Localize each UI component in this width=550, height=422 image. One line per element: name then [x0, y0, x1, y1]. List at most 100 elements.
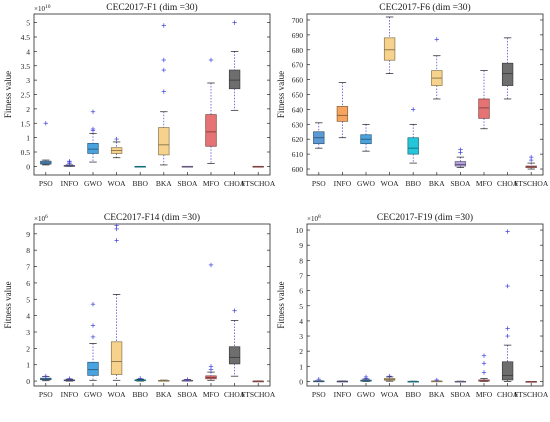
outlier-marker — [363, 374, 369, 380]
x-tick-label: SBOA — [450, 390, 471, 399]
y-tick-label: 8 — [26, 246, 30, 255]
y-tick-label: 3.5 — [21, 62, 31, 71]
box-pso — [40, 373, 52, 382]
x-tick-label: PSO — [312, 179, 326, 188]
y-tick-label: 2 — [299, 347, 303, 356]
chart-title: CEC2017-F6 (dim =30) — [379, 2, 470, 13]
y-tick-label: 7 — [299, 271, 303, 280]
y-tick-label: 2 — [26, 344, 30, 353]
box-woa — [383, 373, 396, 382]
y-tick-label: 680 — [292, 46, 304, 55]
y-tick-label: 5 — [26, 19, 30, 28]
x-tick-label: INFO — [61, 390, 79, 399]
axis-exponent-power: 6 — [45, 214, 48, 220]
x-tick-label: INFO — [334, 179, 352, 188]
box-pso — [313, 376, 325, 383]
outlier-marker — [90, 301, 96, 307]
x-tick-label: SBOA — [177, 390, 198, 399]
box-choa — [228, 308, 241, 377]
chart-title: CEC2017-F1 (dim =30) — [106, 2, 197, 13]
y-tick-label: 1 — [26, 134, 30, 143]
outlier-marker — [505, 326, 510, 331]
box-body — [336, 106, 349, 122]
box-ftschoa — [252, 165, 264, 168]
box-bka — [158, 23, 170, 166]
y-tick-label: 3 — [26, 76, 30, 85]
outlier-marker — [208, 262, 214, 268]
outlier-marker — [208, 57, 214, 63]
x-tick-label: BBO — [405, 179, 421, 188]
box-pso — [40, 121, 52, 166]
outlier-marker — [208, 364, 214, 369]
y-tick-label: 650 — [292, 91, 304, 100]
x-tick-label: BKA — [156, 179, 172, 188]
box-body — [478, 98, 490, 119]
chart-panel-4: CEC2017-F19 (dim =30) Fitness value ×108 0 1… — [276, 212, 549, 399]
box-info — [336, 82, 349, 139]
box-pso — [313, 122, 325, 149]
x-tick-label: BKA — [429, 390, 445, 399]
box-sboa — [454, 147, 467, 168]
y-tick-label: 630 — [292, 120, 304, 129]
box-bbo — [134, 165, 146, 168]
outlier-marker — [316, 376, 321, 382]
y-tick-label: 5 — [26, 295, 30, 304]
chart-title: CEC2017-F19 (dim =30) — [377, 212, 473, 223]
y-axis-label: Fitness value — [276, 71, 286, 118]
chart-title: CEC2017-F14 (dim =30) — [104, 212, 200, 223]
y-tick-label: 0.5 — [21, 148, 31, 157]
box-gwo — [360, 374, 372, 382]
x-tick-label: CHOA — [497, 390, 519, 399]
box-gwo — [87, 109, 99, 163]
outlier-marker — [481, 361, 487, 366]
outlier-marker — [67, 376, 72, 381]
box-info — [63, 159, 76, 167]
y-axis-label: Fitness value — [3, 281, 13, 328]
x-tick-label: BKA — [156, 390, 172, 399]
y-tick-label: 660 — [292, 76, 304, 85]
y-tick-label: 9 — [26, 230, 30, 239]
axis-exponent-power: 8 — [318, 214, 321, 220]
y-tick-label: 620 — [292, 135, 304, 144]
outlier-marker — [505, 229, 510, 234]
axis-exponent-label: ×1010 — [34, 4, 51, 13]
x-tick-label: SBOA — [177, 179, 198, 188]
y-tick-label: 4 — [299, 317, 303, 326]
box-choa — [228, 20, 241, 111]
y-tick-label: 9 — [299, 241, 303, 250]
outlier-marker — [185, 377, 190, 382]
x-tick-label: GWO — [357, 179, 375, 188]
box-ftschoa — [525, 381, 537, 383]
y-tick-label: 3 — [299, 332, 303, 341]
y-tick-label: 700 — [292, 16, 304, 25]
y-tick-label: 0 — [26, 377, 30, 386]
plot-area — [306, 223, 544, 387]
y-tick-label: 600 — [292, 165, 304, 174]
box-body — [228, 346, 241, 365]
y-tick-label: 4 — [26, 312, 30, 321]
outlier-marker — [529, 154, 534, 160]
outlier-marker — [114, 136, 119, 142]
box-gwo — [360, 123, 372, 152]
box-sboa — [181, 377, 194, 382]
outlier-marker — [458, 147, 463, 152]
outlier-marker — [90, 126, 96, 132]
y-tick-label: 2.5 — [21, 91, 31, 100]
outlier-marker — [232, 308, 237, 313]
outlier-marker — [67, 159, 72, 164]
box-info — [336, 380, 349, 383]
outlier-marker — [411, 107, 416, 112]
outlier-marker — [481, 353, 487, 358]
y-tick-label: 1.5 — [21, 119, 31, 128]
outlier-marker — [114, 223, 119, 228]
box-body — [501, 361, 514, 381]
axis-exponent-label: ×108 — [307, 214, 321, 223]
x-tick-label: CHOA — [224, 390, 246, 399]
x-tick-label: GWO — [84, 390, 102, 399]
y-tick-label: 10 — [296, 226, 304, 235]
box-body — [158, 127, 170, 156]
plot-area — [33, 13, 271, 176]
box-woa — [383, 16, 396, 74]
y-tick-label: 610 — [292, 150, 304, 159]
y-tick-label: 6 — [26, 279, 30, 288]
